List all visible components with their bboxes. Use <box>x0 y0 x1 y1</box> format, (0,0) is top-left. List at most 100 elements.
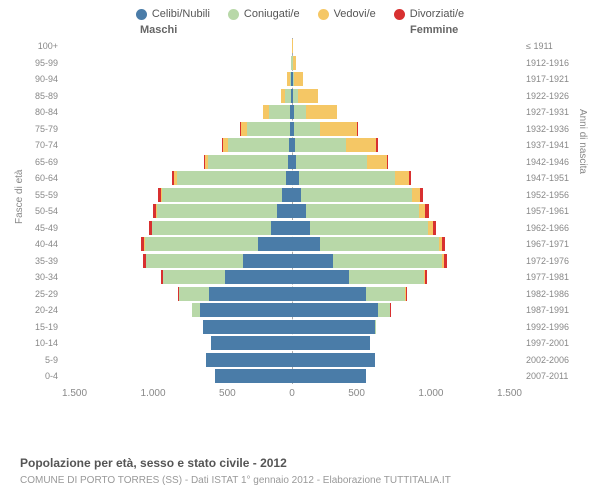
bar-segment <box>292 39 293 53</box>
bar-segment <box>366 287 406 301</box>
age-tick: 0-4 <box>20 368 58 385</box>
bar-segment <box>162 188 282 202</box>
age-tick: 65-69 <box>20 154 58 171</box>
age-tick: 15-19 <box>20 319 58 336</box>
age-tick: 100+ <box>20 38 58 55</box>
bar-segment <box>292 303 378 317</box>
bar-segment <box>146 254 243 268</box>
bar-segment <box>310 221 428 235</box>
bar-segment <box>209 287 292 301</box>
bar-segment <box>367 155 387 169</box>
bar-segment <box>346 138 377 152</box>
bar-female <box>292 122 358 136</box>
bar-female <box>292 369 366 383</box>
bar-segment <box>395 171 408 185</box>
bar-segment <box>277 204 292 218</box>
bar-female <box>292 336 370 350</box>
x-tick: 1.500 <box>497 388 522 399</box>
age-row <box>62 287 522 301</box>
birth-tick: 1942-1946 <box>526 154 580 171</box>
bar-female <box>292 287 407 301</box>
bar-segment <box>206 353 292 367</box>
legend-item: Celibi/Nubili <box>136 8 210 20</box>
age-tick: 45-49 <box>20 220 58 237</box>
bar-segment <box>292 287 366 301</box>
bar-male <box>192 303 292 317</box>
bar-segment <box>320 237 440 251</box>
bar-male <box>222 138 292 152</box>
bar-segment <box>200 303 292 317</box>
bar-male <box>204 155 292 169</box>
age-tick: 85-89 <box>20 88 58 105</box>
age-row <box>62 122 522 136</box>
legend-dot <box>318 9 329 20</box>
bar-segment <box>282 188 292 202</box>
bar-female <box>292 39 293 53</box>
legend-item: Vedovi/e <box>318 8 376 20</box>
bar-female <box>292 56 296 70</box>
bar-segment <box>292 171 299 185</box>
bar-female <box>292 254 447 268</box>
chart-title: Popolazione per età, sesso e stato civil… <box>20 456 287 470</box>
birth-tick: 1967-1971 <box>526 236 580 253</box>
bar-segment <box>157 204 277 218</box>
age-row <box>62 353 522 367</box>
bar-male <box>172 171 292 185</box>
bar-segment <box>145 237 258 251</box>
bar-segment <box>444 254 447 268</box>
bar-female <box>292 204 429 218</box>
chart-subtitle: COMUNE DI PORTO TORRES (SS) - Dati ISTAT… <box>20 475 451 486</box>
bar-female <box>292 221 436 235</box>
bar-male <box>158 188 292 202</box>
column-header-femmine: Femmine <box>410 24 458 36</box>
age-row <box>62 221 522 235</box>
birth-tick: 1972-1976 <box>526 253 580 270</box>
x-tick: 1.000 <box>418 388 443 399</box>
age-row <box>62 188 522 202</box>
birth-tick: 1927-1931 <box>526 104 580 121</box>
birth-tick: 1977-1981 <box>526 269 580 286</box>
age-row <box>62 303 522 317</box>
birth-tick: 1987-1991 <box>526 302 580 319</box>
age-tick: 50-54 <box>20 203 58 220</box>
bar-segment <box>320 122 357 136</box>
birth-tick: 1932-1936 <box>526 121 580 138</box>
birth-tick: ≤ 1911 <box>526 38 580 55</box>
bar-male <box>240 122 292 136</box>
age-tick: 5-9 <box>20 352 58 369</box>
legend: Celibi/NubiliConiugati/eVedovi/eDivorzia… <box>0 0 600 24</box>
legend-dot <box>228 9 239 20</box>
column-header-maschi: Maschi <box>140 24 177 36</box>
birth-tick: 2002-2006 <box>526 352 580 369</box>
legend-dot <box>394 9 405 20</box>
bar-male <box>203 320 292 334</box>
x-tick: 1.000 <box>141 388 166 399</box>
age-tick: 25-29 <box>20 286 58 303</box>
bar-segment <box>243 254 292 268</box>
bar-segment <box>225 270 292 284</box>
age-row <box>62 89 522 103</box>
birth-tick: 1947-1951 <box>526 170 580 187</box>
bar-segment <box>163 270 224 284</box>
bar-segment <box>292 320 375 334</box>
age-tick: 35-39 <box>20 253 58 270</box>
bar-segment <box>378 303 390 317</box>
age-tick: 75-79 <box>20 121 58 138</box>
bar-segment <box>179 287 210 301</box>
bar-female <box>292 270 427 284</box>
chart: Maschi Femmine Fasce di età Anni di nasc… <box>20 24 580 424</box>
birth-tick: 1952-1956 <box>526 187 580 204</box>
age-row <box>62 369 522 383</box>
birth-tick: 1997-2001 <box>526 335 580 352</box>
bar-female <box>292 105 337 119</box>
bar-segment <box>425 204 428 218</box>
x-tick: 1.500 <box>62 388 87 399</box>
x-tick: 0 <box>289 388 295 399</box>
bar-female <box>292 303 391 317</box>
birth-tick: 1962-1966 <box>526 220 580 237</box>
age-row <box>62 72 522 86</box>
bar-female <box>292 171 411 185</box>
legend-dot <box>136 9 147 20</box>
birth-tick: 1912-1916 <box>526 55 580 72</box>
bar-segment <box>433 221 436 235</box>
